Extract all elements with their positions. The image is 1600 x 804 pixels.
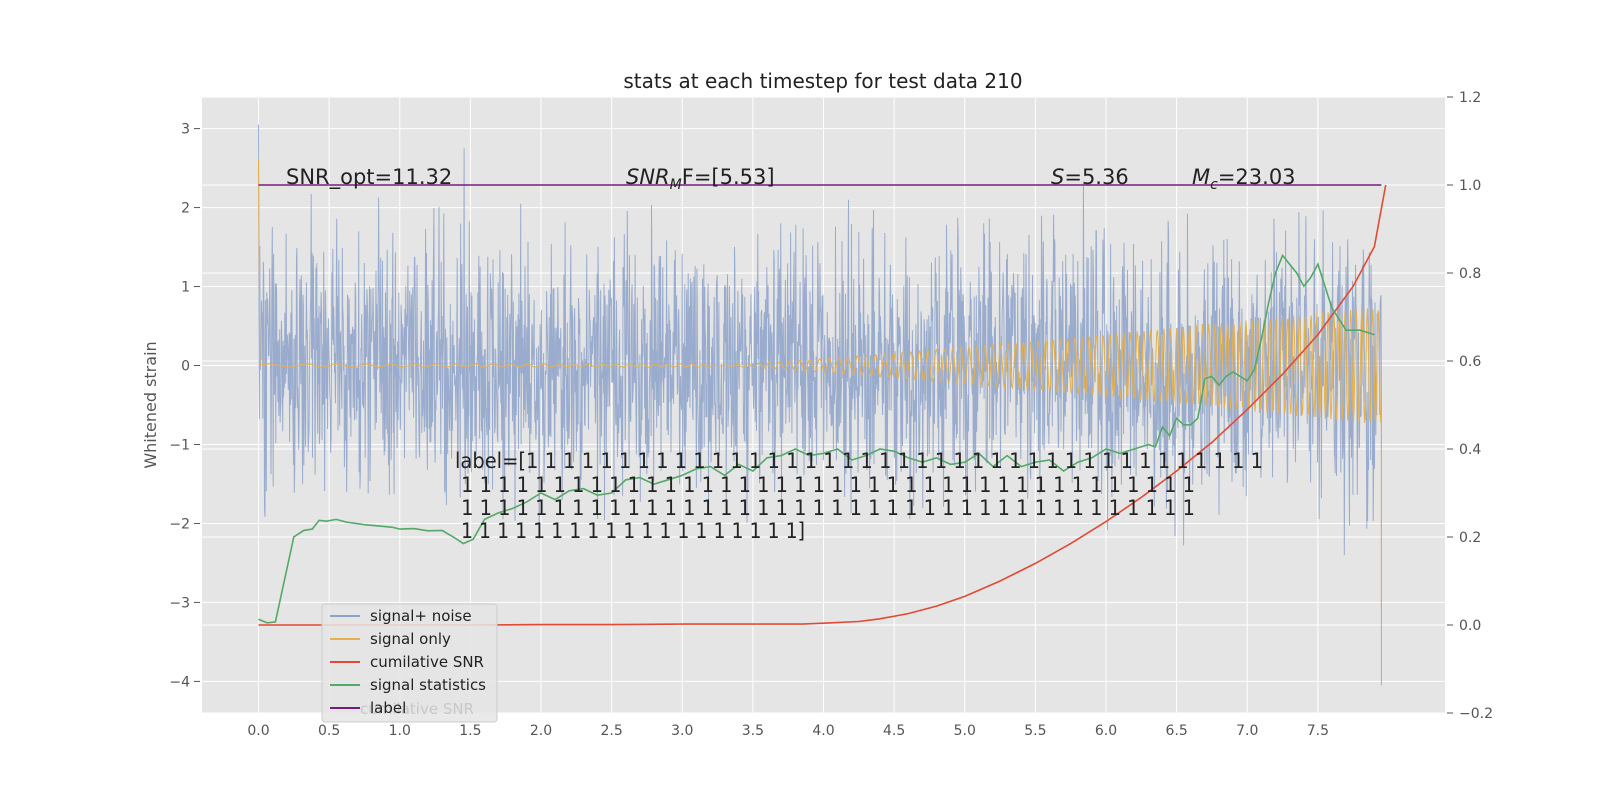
label-array-line-1: label=[1 1 1 1 1 1 1 1 1 1 1 1 1 1 1 1 1… [455,449,1263,473]
legend-item-cumulative-snr: cumilative SNR [330,653,484,671]
y-tick-label: 3 [181,122,190,138]
y-tick-label: 1 [181,280,190,296]
annotation-s: S=5.36 [1051,165,1129,189]
y-tick-label: −4 [169,674,190,690]
legend-label: signal only [370,630,451,648]
x-tick-label: 0.0 [247,723,269,739]
y2-tick-label: 0.2 [1459,530,1481,546]
chart-title: stats at each timestep for test data 210 [623,69,1022,93]
x-tick-label: 2.0 [530,723,552,739]
axes-ticks: 0.0 0.5 1.0 1.5 2.0 2.5 3.0 3.5 4.0 4.5 5.0 5.5 6.0 6… [169,90,1493,739]
x-tick-label: 6.5 [1165,723,1187,739]
x-tick-label: 2.5 [600,723,622,739]
y-axis-label: Whitened strain [141,341,160,468]
annotation-mc-sub: c [1210,177,1218,193]
series-signal-statistics-line [258,253,1375,624]
legend-item-label: label [330,699,406,717]
legend-box [321,603,498,723]
annotation-s-rest: =5.36 [1064,165,1128,189]
annotation-mc-rest: =23.03 [1218,165,1296,189]
x-tick-label: 3.5 [742,723,764,739]
legend-label: signal statistics [370,676,486,694]
annotation-mc: Mc=23.03 [1192,165,1296,193]
x-tick-label: 1.5 [459,723,481,739]
x-tick-label: 5.5 [1024,723,1046,739]
annotation-s-var: S [1051,165,1064,189]
x-tick-label: 3.0 [671,723,693,739]
y2-tick-label: 0.6 [1459,354,1481,370]
series-layer [258,124,1387,686]
series-signal-only-line [258,160,1382,611]
y2-tick-label: 1.2 [1459,90,1481,106]
series-signal-noise-line [258,124,1382,686]
annotation-snr-mf-sub: M [670,177,682,193]
y2-tick-label: 0.0 [1459,618,1481,634]
x-tick-label: 0.5 [318,723,340,739]
legend-item-signal-statistics: signal statistics [330,676,486,694]
x-tick-label: 1.0 [389,723,411,739]
x-tick-label: 7.0 [1236,723,1258,739]
x-tick-label: 6.0 [1095,723,1117,739]
legend-item-signal-only: signal only [330,630,451,648]
annotation-label-array: label=[1 1 1 1 1 1 1 1 1 1 1 1 1 1 1 1 1… [455,449,1263,543]
y2-tick-label: 0.4 [1459,442,1481,458]
x-tick-label: 4.5 [883,723,905,739]
y2-tick-label: 1.0 [1459,178,1481,194]
y-tick-label: 2 [181,201,190,217]
legend: cumilative SNR signal+ noise signal only c… [321,603,498,723]
y-tick-label: −2 [169,516,190,532]
y2-tick-label: −0.2 [1459,706,1493,722]
label-array-line-3: 1 1 1 1 1 1 1 1 1 1 1 1 1 1 1 1 1 1 1 1 … [455,496,1195,520]
series-cumulative-snr-line [258,184,1387,626]
label-array-line-2: 1 1 1 1 1 1 1 1 1 1 1 1 1 1 1 1 1 1 1 1 … [455,473,1195,497]
legend-label: cumilative SNR [370,653,484,671]
x-tick-label: 7.5 [1307,723,1329,739]
legend-label: label [370,699,406,717]
x-tick-label: 4.0 [812,723,834,739]
legend-ghost-text: cumilative SNR [360,700,474,718]
x-tick-label: 5.0 [954,723,976,739]
legend-label: signal+ noise [370,607,472,625]
y-tick-label: 0 [181,359,190,375]
annotation-snr-opt: SNR_opt=11.32 [286,165,452,190]
y-tick-label: −3 [169,595,190,611]
label-array-line-4: 1 1 1 1 1 1 1 1 1 1 1 1 1 1 1 1 1 1 1] [455,519,805,543]
annotation-snr-mf: SNRMF=[5.53] [626,165,775,193]
annotation-mc-var: M [1192,165,1210,189]
y-tick-label: −1 [169,437,190,453]
legend-item-signal-noise: signal+ noise [330,607,472,625]
annotation-snr-mf-main: SNR [626,165,670,189]
annotation-snr-mf-rest: F=[5.53] [682,165,775,189]
y2-tick-label: 0.8 [1459,266,1481,282]
